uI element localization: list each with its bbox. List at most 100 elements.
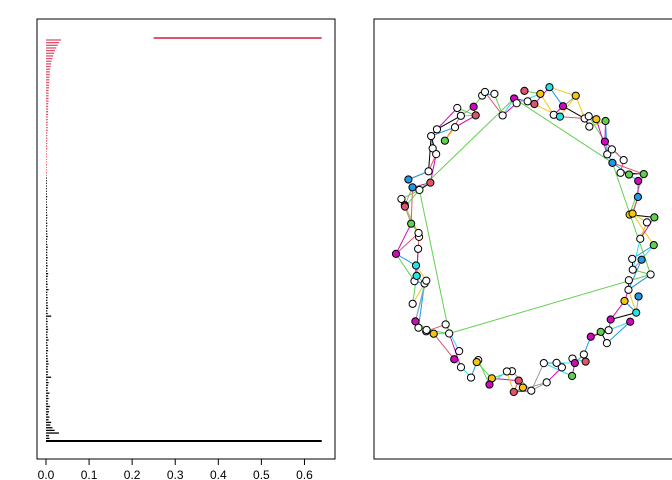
node <box>636 234 645 243</box>
x-tick-label: 0.2 <box>124 468 141 480</box>
node <box>585 122 594 131</box>
edge <box>543 362 573 377</box>
edge <box>606 321 631 344</box>
node <box>539 359 548 368</box>
edge <box>628 274 651 291</box>
node <box>624 170 634 179</box>
node <box>518 383 527 392</box>
edge <box>610 312 637 321</box>
node <box>637 255 646 264</box>
edge <box>627 259 643 291</box>
edge <box>448 333 462 368</box>
edge <box>395 232 419 255</box>
edge <box>433 333 455 360</box>
x-tick-label: 0.5 <box>253 468 270 480</box>
node <box>397 194 406 204</box>
edge <box>639 217 655 240</box>
network-nodes <box>391 83 659 397</box>
node <box>450 355 459 364</box>
edge <box>449 273 651 334</box>
node <box>456 363 466 372</box>
x-tick-label: 0.4 <box>210 468 227 480</box>
node <box>596 327 605 336</box>
node <box>426 178 435 187</box>
node <box>624 276 633 285</box>
node <box>391 249 401 258</box>
node <box>581 357 590 366</box>
node <box>558 102 568 111</box>
edge <box>595 119 608 155</box>
edge <box>436 115 462 130</box>
node <box>512 99 521 108</box>
node <box>424 167 433 176</box>
node <box>523 97 532 106</box>
node <box>606 315 615 324</box>
bar-chart-panel: 0.0 0.1 0.2 0.3 0.4 0.5 0.6 <box>36 18 336 480</box>
edge <box>559 95 577 117</box>
node <box>408 299 417 308</box>
node <box>404 175 413 184</box>
node <box>408 183 417 192</box>
edge <box>491 377 519 382</box>
node <box>616 168 625 177</box>
node <box>440 136 449 145</box>
node <box>545 83 554 92</box>
node <box>649 241 658 250</box>
network-edges <box>395 86 655 393</box>
node <box>422 276 431 285</box>
edge <box>632 238 641 270</box>
node <box>466 373 476 382</box>
edge <box>395 253 415 282</box>
node <box>456 111 465 120</box>
node <box>604 326 613 335</box>
node <box>445 329 454 338</box>
edge <box>484 91 504 116</box>
node <box>411 317 420 326</box>
edge <box>559 116 585 119</box>
node <box>628 209 637 218</box>
node <box>432 125 442 134</box>
node <box>428 144 437 153</box>
node <box>552 358 561 367</box>
edge <box>428 136 432 172</box>
node <box>584 112 593 121</box>
edge <box>418 189 450 334</box>
node <box>509 387 518 397</box>
node <box>480 87 490 97</box>
node <box>632 308 641 317</box>
node <box>642 218 652 227</box>
edge <box>419 98 515 191</box>
node <box>472 357 481 367</box>
edge <box>611 162 652 275</box>
edge <box>632 213 655 246</box>
node <box>592 115 601 124</box>
node <box>555 112 565 121</box>
node <box>441 320 450 329</box>
node <box>639 169 648 179</box>
edge <box>604 120 608 155</box>
edge <box>430 126 456 137</box>
edge <box>410 187 414 224</box>
node <box>607 145 616 154</box>
node <box>453 103 462 113</box>
node <box>490 89 499 98</box>
node <box>619 156 628 165</box>
node <box>469 102 478 111</box>
node <box>427 131 436 141</box>
node <box>603 150 612 159</box>
node <box>536 89 545 98</box>
node <box>586 332 595 341</box>
node <box>400 202 410 211</box>
node <box>429 329 438 338</box>
node <box>502 367 511 376</box>
edge <box>562 105 585 119</box>
node <box>450 123 460 132</box>
edge <box>612 162 639 182</box>
node <box>650 213 659 222</box>
right-plot-frame <box>373 18 672 460</box>
node <box>432 150 441 159</box>
node <box>514 376 523 385</box>
node <box>634 292 643 301</box>
node <box>620 296 629 306</box>
node <box>626 317 635 326</box>
